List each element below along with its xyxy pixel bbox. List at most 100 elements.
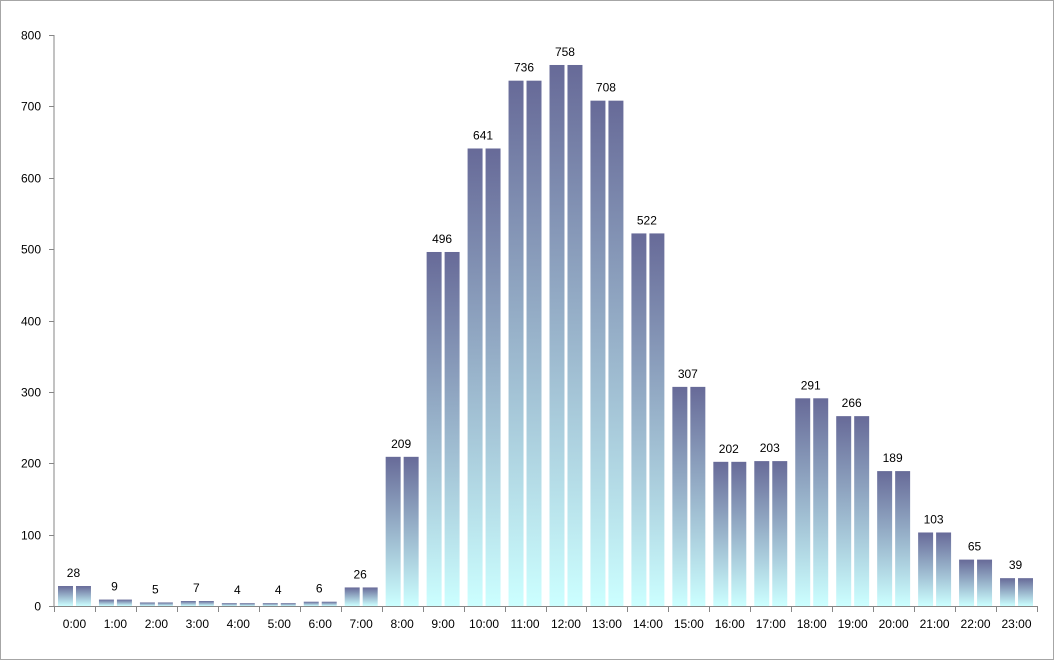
bar: [139, 602, 155, 606]
bar: [98, 599, 114, 606]
data-label: 7: [193, 581, 200, 595]
y-tick-label: 700: [21, 100, 41, 114]
data-label: 4: [234, 583, 241, 597]
x-tick-label: 22:00: [961, 617, 991, 631]
bar: [157, 602, 173, 606]
x-tick-label: 6:00: [309, 617, 333, 631]
y-axis: 0 100 200 300 400 500 600 700 800: [21, 29, 55, 614]
x-tick-label: 12:00: [551, 617, 581, 631]
y-tick-label: 400: [21, 315, 41, 329]
x-tick-label: 13:00: [592, 617, 622, 631]
y-tick-label: 0: [34, 600, 41, 614]
bar: [713, 461, 729, 606]
data-label: 28: [67, 566, 81, 580]
x-tick-label: 1:00: [104, 617, 128, 631]
data-label: 496: [432, 232, 452, 246]
x-tick-label: 21:00: [920, 617, 950, 631]
x-axis: 0:00 1:00 2:00 3:00 4:00 5:00 6:00 7:00 8:00 9:00…: [54, 606, 1038, 631]
data-label: 103: [924, 512, 944, 526]
bar: [649, 233, 665, 607]
bar: [221, 603, 237, 606]
x-tick-label: 17:00: [756, 617, 786, 631]
x-tick-label: 19:00: [838, 617, 868, 631]
data-label: 641: [473, 128, 493, 142]
bar: [303, 601, 319, 606]
y-tick-label: 500: [21, 243, 41, 257]
bar: [895, 471, 911, 606]
data-label: 307: [678, 367, 698, 381]
y-tick-label: 800: [21, 29, 41, 43]
bar: [549, 64, 565, 607]
bar: [180, 601, 196, 606]
bar: [877, 471, 893, 606]
bar: [854, 416, 870, 606]
bar: [918, 532, 934, 606]
bar: [198, 601, 214, 606]
x-tick-label: 11:00: [510, 617, 539, 631]
bar: [959, 559, 975, 606]
y-tick-label: 300: [21, 386, 41, 400]
bar: [690, 386, 706, 606]
x-tick-label: 16:00: [715, 617, 745, 631]
bar: [977, 559, 993, 606]
bar: [1018, 578, 1033, 606]
bar: [426, 251, 442, 607]
bar: [526, 80, 542, 607]
x-tick-label: 0:00: [63, 617, 87, 631]
data-label: 203: [760, 441, 780, 455]
bar: [567, 64, 583, 607]
bar: [280, 603, 296, 606]
bar: [75, 586, 91, 606]
data-label: 736: [514, 61, 534, 75]
bar: [608, 100, 624, 606]
bar: [116, 599, 132, 606]
x-tick-label: 8:00: [390, 617, 414, 631]
x-tick-label: 3:00: [186, 617, 210, 631]
data-label: 6: [316, 582, 323, 596]
bar: [795, 398, 811, 606]
y-tick-label: 100: [21, 529, 41, 543]
data-label: 189: [883, 451, 903, 465]
bar: [262, 603, 278, 606]
x-tick-label: 5:00: [268, 617, 292, 631]
x-tick-label: 2:00: [145, 617, 169, 631]
bar: [58, 586, 73, 606]
x-tick-label: 7:00: [350, 617, 374, 631]
bar: [813, 398, 829, 606]
bar: [754, 461, 770, 606]
data-label: 9: [111, 580, 118, 594]
bar: [239, 603, 255, 606]
x-tick-label: 4:00: [227, 617, 251, 631]
data-label: 39: [1009, 558, 1023, 572]
x-tick-label: 23:00: [1002, 617, 1032, 631]
data-label: 291: [801, 378, 821, 392]
y-tick-label: 600: [21, 172, 41, 186]
data-labels: 28 9 5 7 4 4 6 26 209 496 641 736 758 708 522 307 202 203…: [67, 45, 1023, 597]
data-label: 758: [555, 45, 575, 59]
bar: [467, 148, 483, 606]
bar: [344, 587, 360, 606]
bar: [936, 532, 952, 606]
bars: [58, 64, 1033, 607]
x-tick-label: 14:00: [633, 617, 663, 631]
bar: [672, 386, 688, 606]
bar: [485, 148, 501, 606]
data-label: 209: [391, 437, 411, 451]
bar: [772, 461, 788, 606]
bar: [508, 80, 524, 607]
bar: [590, 100, 606, 606]
y-tick-label: 200: [21, 457, 41, 471]
data-label: 5: [152, 582, 159, 596]
data-label: 708: [596, 81, 616, 95]
bar: [836, 416, 852, 606]
bar: [362, 587, 378, 606]
bar: [731, 461, 747, 606]
x-tick-label: 9:00: [431, 617, 455, 631]
x-tick-label: 10:00: [469, 617, 499, 631]
data-label: 522: [637, 213, 657, 227]
bar: [444, 251, 460, 607]
data-label: 4: [275, 583, 282, 597]
bar: [403, 456, 419, 606]
data-label: 202: [719, 442, 739, 456]
